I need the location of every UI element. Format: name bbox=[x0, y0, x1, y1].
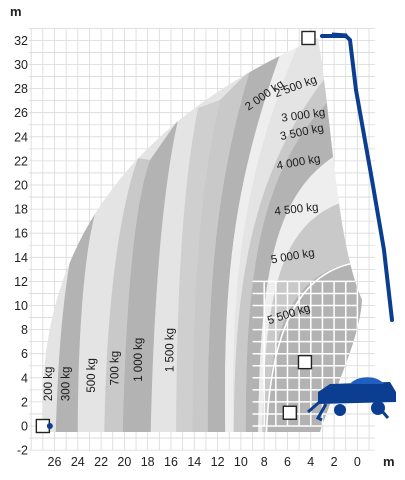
y-tick-label: 32 bbox=[14, 34, 28, 48]
y-tick-label: 30 bbox=[14, 58, 28, 72]
max-reach-dot bbox=[46, 423, 53, 429]
x-tick-label: 6 bbox=[284, 455, 291, 469]
y-tick-label: 16 bbox=[14, 227, 28, 241]
x-tick-label: 16 bbox=[164, 455, 178, 469]
y-tick-label: 6 bbox=[21, 347, 28, 361]
zone-label: 300 kg bbox=[61, 367, 73, 402]
x-tick-label: 8 bbox=[261, 455, 268, 469]
telehandler-machine bbox=[307, 32, 396, 422]
zone-band-3000 bbox=[225, 40, 300, 432]
boom-point-max-height bbox=[301, 30, 316, 46]
zone-band-2500 bbox=[207, 55, 280, 432]
zone-label: 4 500 kg bbox=[274, 201, 319, 218]
axis-tick-labels: 26 24 22 20 18 16 14 12 10 8 6 4 2 0-2024681012141618… bbox=[14, 34, 361, 469]
y-tick-label: 4 bbox=[21, 371, 28, 385]
x-tick-label: 4 bbox=[307, 455, 314, 469]
zone-label: 200 kg bbox=[43, 367, 55, 402]
x-tick-label: 0 bbox=[354, 455, 361, 469]
y-tick-label: 0 bbox=[21, 420, 28, 434]
y-tick-label: 26 bbox=[14, 106, 28, 120]
zone-band-300 bbox=[55, 196, 100, 432]
y-axis-unit: m bbox=[10, 4, 22, 19]
x-tick-label: 20 bbox=[117, 455, 131, 469]
y-tick-label: 14 bbox=[14, 251, 28, 265]
zone-label: 1 500 kg bbox=[164, 328, 176, 372]
zone-band-5000 bbox=[262, 200, 360, 432]
y-tick-label: 8 bbox=[21, 323, 28, 337]
chassis bbox=[318, 382, 396, 404]
boom-point-retracted bbox=[282, 405, 298, 420]
y-tick-label: 22 bbox=[14, 154, 28, 168]
y-tick-label: 12 bbox=[14, 275, 28, 289]
x-tick-label: 22 bbox=[94, 455, 108, 469]
boom-base bbox=[307, 396, 325, 414]
zone-band-1000 bbox=[122, 120, 178, 432]
zone-label: 1 000 kg bbox=[133, 338, 145, 382]
y-tick-label: 24 bbox=[14, 130, 28, 144]
zone-band-3500 bbox=[233, 60, 340, 432]
x-tick-label: 26 bbox=[48, 455, 62, 469]
wheel-front bbox=[334, 404, 346, 416]
x-tick-label: 18 bbox=[141, 455, 155, 469]
y-tick-label: -2 bbox=[17, 444, 28, 458]
y-tick-label: 20 bbox=[14, 179, 28, 193]
x-tick-label: 12 bbox=[211, 455, 225, 469]
inner-grid-lines bbox=[252, 280, 359, 427]
zone-band-2000 bbox=[192, 70, 250, 432]
y-tick-label: 28 bbox=[14, 82, 28, 96]
x-tick-label: 2 bbox=[331, 455, 338, 469]
boom-point-mid-low bbox=[297, 354, 313, 370]
y-tick-label: 18 bbox=[14, 203, 28, 217]
zone-label: 700 kg bbox=[110, 351, 122, 386]
wheel-rear bbox=[371, 401, 385, 415]
boom-points bbox=[35, 30, 316, 434]
zone-band-700 bbox=[104, 158, 150, 432]
x-tick-label: 24 bbox=[71, 455, 85, 469]
cab bbox=[350, 377, 384, 384]
x-tick-label: 10 bbox=[234, 455, 248, 469]
x-axis-unit: m bbox=[383, 454, 395, 469]
zone-label: 500 kg bbox=[86, 358, 98, 393]
x-tick-label: 14 bbox=[187, 455, 201, 469]
outrigger-left bbox=[315, 403, 328, 422]
y-tick-label: 10 bbox=[14, 299, 28, 313]
zone-labels: 200 kg 300 kg 500 kg 700 kg 1 000 kg 1 500 kg… bbox=[43, 74, 326, 401]
zone-band-4500 bbox=[258, 150, 350, 432]
zone-band-1500-edge bbox=[176, 100, 220, 432]
boom-arm-secondary bbox=[331, 32, 348, 37]
y-tick-label: 2 bbox=[21, 395, 28, 409]
inner-grid bbox=[265, 261, 362, 432]
